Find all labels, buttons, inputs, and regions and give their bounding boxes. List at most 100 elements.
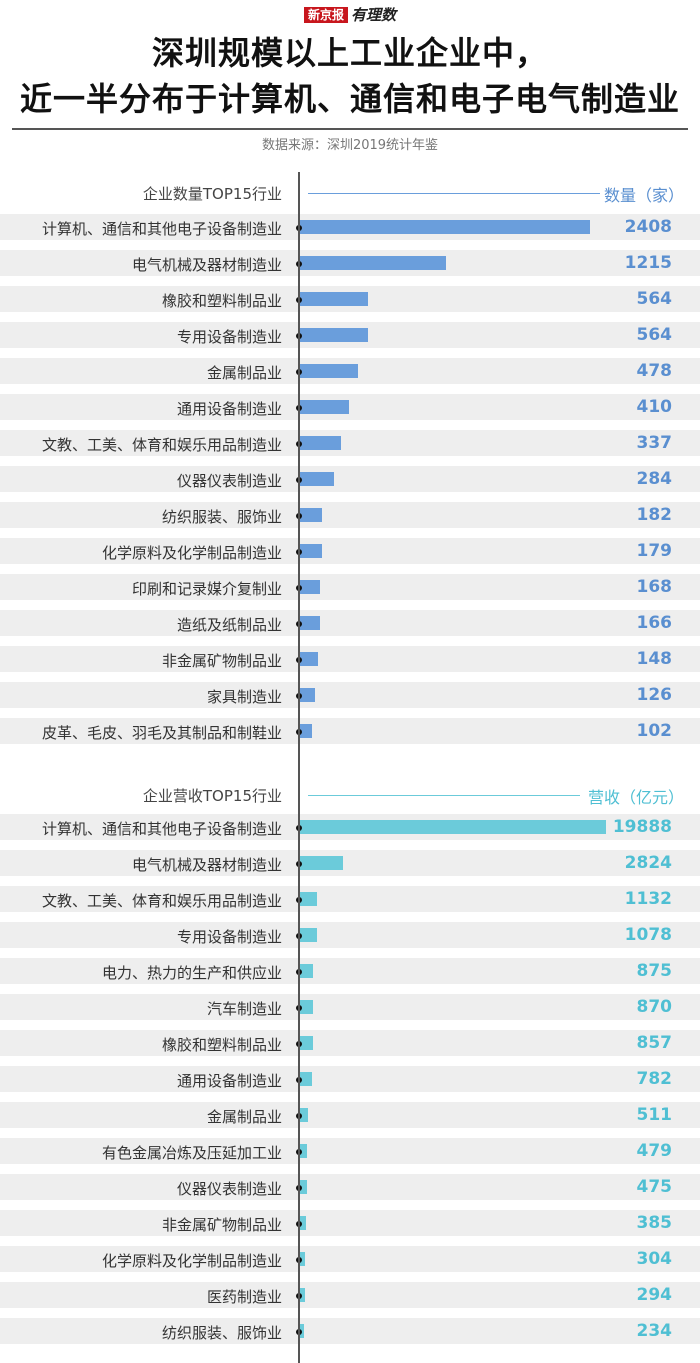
bar-row-revenue: 仪器仪表制造业 475 — [0, 1174, 700, 1200]
row-background — [0, 430, 700, 456]
value-label: 126 — [636, 685, 673, 705]
bar-row-count: 金属制品业 478 — [0, 358, 700, 384]
bar-row-revenue: 专用设备制造业 1078 — [0, 922, 700, 948]
value-label: 385 — [636, 1213, 673, 1233]
bar-row-revenue: 橡胶和塑料制品业 857 — [0, 1030, 700, 1056]
category-label: 专用设备制造业 — [176, 328, 282, 346]
category-label: 通用设备制造业 — [176, 1072, 282, 1090]
data-source: 数据来源：深圳2019统计年鉴 — [261, 138, 439, 153]
bar-count — [300, 292, 368, 306]
row-background — [0, 718, 700, 744]
row-background — [0, 1102, 700, 1128]
bar-count — [300, 400, 350, 414]
bar-row-revenue: 非金属矿物制品业 385 — [0, 1210, 700, 1236]
value-label: 1132 — [624, 889, 672, 909]
bar-revenue — [300, 1144, 308, 1158]
value-label: 564 — [636, 325, 673, 345]
bar-count — [300, 616, 320, 630]
bar-count — [300, 724, 313, 738]
brand-box: 新京报 — [303, 6, 348, 23]
category-label: 金属制品业 — [206, 364, 282, 382]
section-header-revenue: 企业营收TOP15行业 营收（亿元） — [0, 782, 700, 808]
category-label: 计算机、通信和其他电子设备制造业 — [41, 820, 282, 838]
brand-text: 有理数 — [351, 6, 397, 24]
section-title-revenue: 企业营收TOP15行业 — [142, 787, 282, 805]
row-background — [0, 1030, 700, 1056]
bar-row-revenue: 医药制造业 294 — [0, 1282, 700, 1308]
bar-revenue — [300, 1000, 314, 1014]
bar-row-count: 仪器仪表制造业 284 — [0, 466, 700, 492]
bar-revenue — [300, 1216, 306, 1230]
value-label: 2408 — [624, 217, 672, 237]
bar-row-count: 纺织服装、服饰业 182 — [0, 502, 700, 528]
row-background — [0, 886, 700, 912]
bar-row-revenue: 纺织服装、服饰业 234 — [0, 1318, 700, 1344]
row-background — [0, 538, 700, 564]
category-label: 文教、工美、体育和娱乐用品制造业 — [41, 892, 282, 910]
row-background — [0, 1282, 700, 1308]
value-label: 19888 — [612, 817, 672, 837]
category-label: 皮革、毛皮、羽毛及其制品和制鞋业 — [41, 724, 282, 742]
value-label: 166 — [636, 613, 673, 633]
bar-revenue — [300, 1072, 313, 1086]
row-background — [0, 1318, 700, 1344]
category-label: 橡胶和塑料制品业 — [161, 292, 282, 310]
bar-count — [300, 652, 318, 666]
bar-row-count: 电气机械及器材制造业 1215 — [0, 250, 700, 276]
bar-row-revenue: 文教、工美、体育和娱乐用品制造业 1132 — [0, 886, 700, 912]
category-label: 有色金属冶炼及压延加工业 — [101, 1144, 282, 1162]
bar-row-count: 化学原料及化学制品制造业 179 — [0, 538, 700, 564]
value-label: 168 — [636, 577, 673, 597]
category-label: 化学原料及化学制品制造业 — [101, 1252, 282, 1270]
category-label: 造纸及纸制品业 — [176, 616, 282, 634]
brand-logo: 新京报 有理数 — [0, 4, 700, 25]
bar-row-count: 专用设备制造业 564 — [0, 322, 700, 348]
row-background — [0, 1138, 700, 1164]
row-background — [0, 958, 700, 984]
category-label: 电气机械及器材制造业 — [131, 256, 282, 274]
value-label: 284 — [636, 469, 673, 489]
value-label: 870 — [636, 997, 673, 1017]
bar-row-count: 皮革、毛皮、羽毛及其制品和制鞋业 102 — [0, 718, 700, 744]
bar-count — [300, 544, 322, 558]
value-label: 294 — [636, 1285, 673, 1305]
section-title-count: 企业数量TOP15行业 — [142, 185, 282, 203]
category-label: 文教、工美、体育和娱乐用品制造业 — [41, 436, 282, 454]
bar-revenue — [300, 964, 314, 978]
section-rule-count — [308, 193, 600, 194]
bar-row-revenue: 金属制品业 511 — [0, 1102, 700, 1128]
category-label: 非金属矿物制品业 — [161, 652, 282, 670]
value-label: 478 — [636, 361, 673, 381]
row-background — [0, 994, 700, 1020]
bar-revenue — [300, 856, 344, 870]
bar-row-revenue: 通用设备制造业 782 — [0, 1066, 700, 1092]
value-label: 1078 — [624, 925, 672, 945]
title-line-1: 深圳规模以上工业企业中， — [151, 34, 548, 72]
row-background — [0, 574, 700, 600]
row-background — [0, 466, 700, 492]
category-label: 非金属矿物制品业 — [161, 1216, 282, 1234]
category-label: 橡胶和塑料制品业 — [161, 1036, 282, 1054]
title-line-2: 近一半分布于计算机、通信和电子电气制造业 — [19, 80, 680, 118]
row-background — [0, 394, 700, 420]
category-label: 仪器仪表制造业 — [176, 1180, 282, 1198]
value-label: 337 — [636, 433, 673, 453]
category-label: 纺织服装、服饰业 — [161, 508, 282, 526]
row-background — [0, 1174, 700, 1200]
value-label: 875 — [636, 961, 673, 981]
bar-revenue — [300, 1180, 308, 1194]
bar-count — [300, 508, 322, 522]
bar-revenue — [300, 892, 318, 906]
bar-row-count: 橡胶和塑料制品业 564 — [0, 286, 700, 312]
bar-row-revenue: 化学原料及化学制品制造业 304 — [0, 1246, 700, 1272]
value-label: 148 — [636, 649, 673, 669]
value-label: 410 — [636, 397, 673, 417]
bar-revenue — [300, 928, 317, 942]
bar-count — [300, 256, 447, 270]
category-label: 医药制造业 — [206, 1288, 282, 1306]
bar-count — [300, 688, 316, 702]
category-label: 金属制品业 — [206, 1108, 282, 1126]
bar-row-count: 通用设备制造业 410 — [0, 394, 700, 420]
value-label: 479 — [636, 1141, 673, 1161]
section-rule-revenue — [308, 795, 580, 796]
